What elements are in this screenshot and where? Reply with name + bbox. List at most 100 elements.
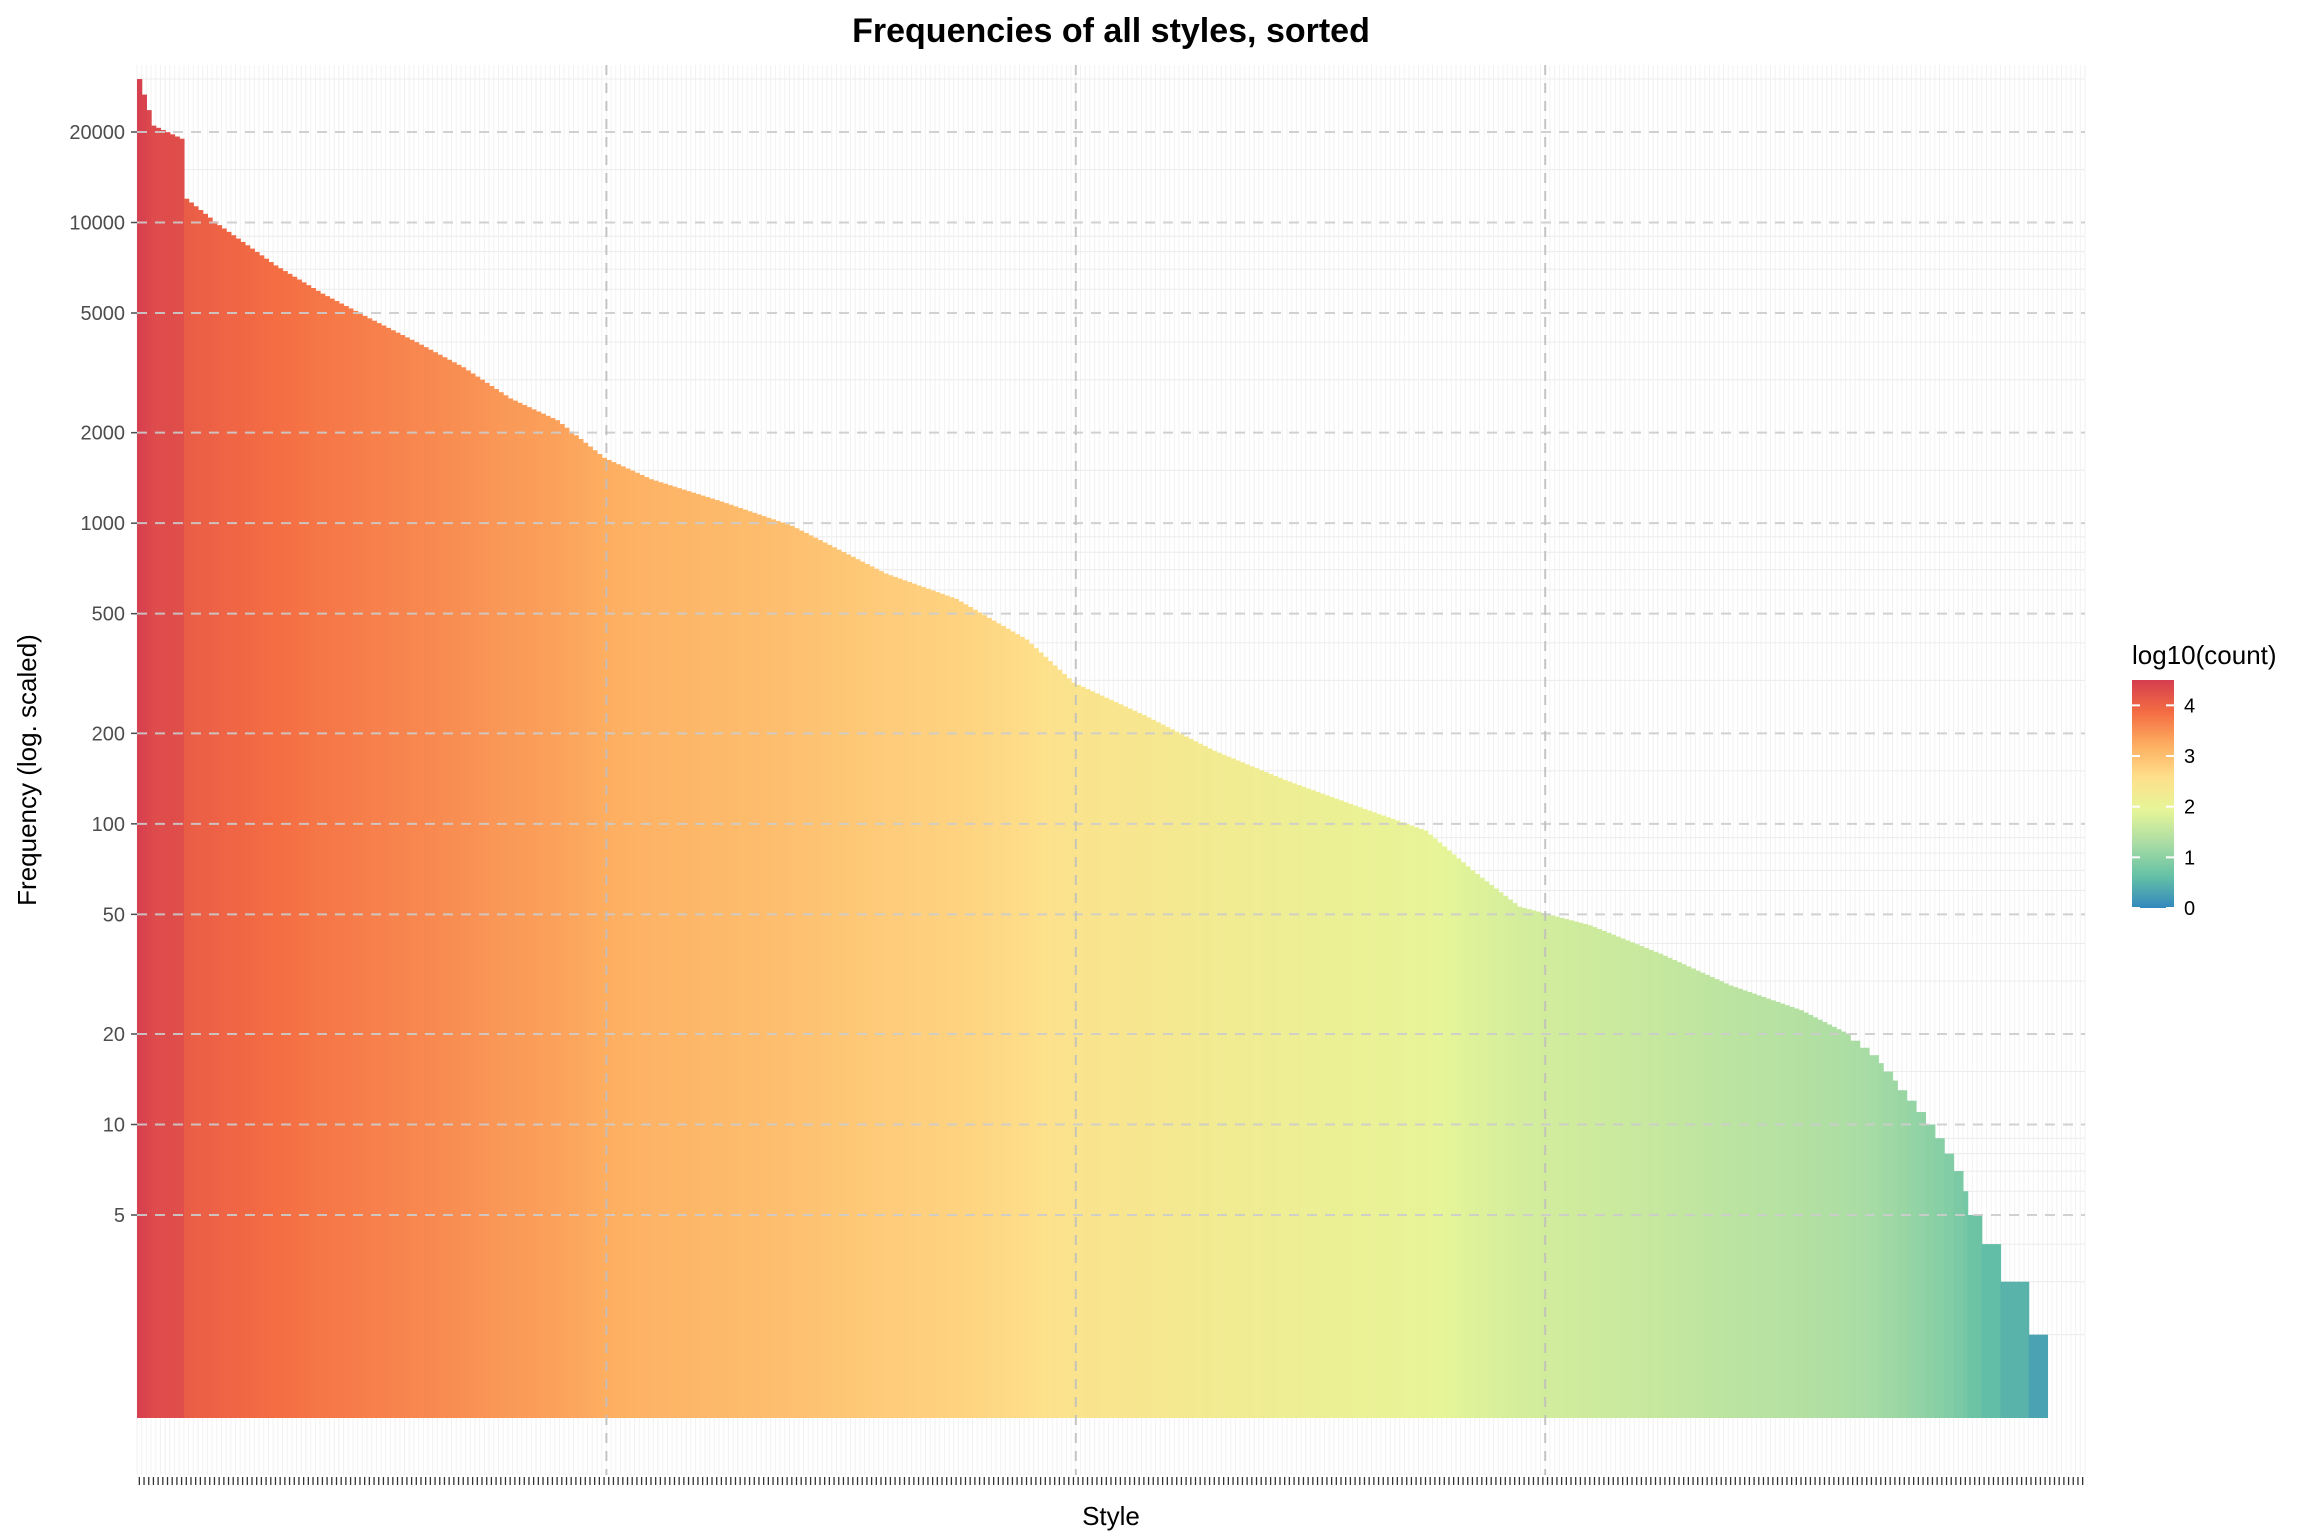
- bar: [1507, 899, 1513, 1418]
- bar: [1380, 815, 1387, 1418]
- bar: [296, 279, 302, 1418]
- bar: [1423, 830, 1429, 1418]
- bar: [230, 235, 237, 1419]
- bar: [597, 454, 603, 1418]
- bar: [484, 382, 490, 1419]
- bar: [1000, 626, 1006, 1418]
- bar: [1014, 634, 1021, 1418]
- bar: [939, 593, 945, 1418]
- legend-ticks: 4 3 2 1 0: [2132, 695, 2195, 920]
- bar: [1831, 1026, 1837, 1418]
- bar: [446, 359, 453, 1418]
- bar: [836, 549, 842, 1418]
- bar: [784, 524, 791, 1418]
- bar: [765, 517, 772, 1418]
- bar: [1258, 770, 1265, 1418]
- bar: [1540, 912, 1546, 1418]
- bar: [1385, 817, 1391, 1418]
- bar: [991, 620, 997, 1418]
- bar: [967, 607, 974, 1418]
- bar: [1676, 962, 1682, 1418]
- bar: [747, 511, 753, 1418]
- y-axis-ticks: 5 10 20 50 100 200 500 1000 2000 5000 10000 20000: [69, 122, 137, 1227]
- bar: [1319, 793, 1326, 1418]
- bar: [1136, 712, 1143, 1418]
- bar: [1282, 779, 1288, 1418]
- bar: [357, 313, 363, 1418]
- bar: [1057, 669, 1063, 1418]
- bar: [1099, 695, 1105, 1418]
- bar: [503, 395, 509, 1418]
- bar: [183, 198, 190, 1419]
- bar: [2019, 1281, 2025, 1418]
- bar: [1277, 777, 1283, 1418]
- bar: [625, 468, 631, 1418]
- bar: [817, 540, 823, 1418]
- bar: [878, 571, 884, 1418]
- bar: [202, 213, 209, 1418]
- bar: [155, 127, 162, 1418]
- bar: [920, 587, 927, 1418]
- bar: [498, 392, 504, 1419]
- bar: [1446, 850, 1452, 1418]
- bar: [521, 404, 528, 1418]
- bar: [1892, 1080, 1898, 1418]
- bar: [1254, 768, 1260, 1418]
- bar: [1714, 979, 1720, 1418]
- bar: [1235, 760, 1241, 1418]
- bar: [1723, 983, 1729, 1418]
- bar: [1944, 1153, 1950, 1418]
- bar: [1362, 808, 1368, 1418]
- bar: [1995, 1244, 2002, 1418]
- bar: [798, 530, 805, 1418]
- bar: [733, 506, 739, 1418]
- bar: [1592, 927, 1598, 1418]
- bar: [1390, 818, 1396, 1418]
- bar: [1033, 648, 1039, 1418]
- bar: [305, 285, 312, 1418]
- bar: [390, 330, 396, 1418]
- bar: [578, 439, 584, 1418]
- bar: [601, 457, 607, 1418]
- bar: [545, 415, 551, 1419]
- bar: [2033, 1334, 2039, 1418]
- bar: [1615, 936, 1621, 1418]
- bar: [151, 125, 157, 1418]
- bar: [1226, 756, 1232, 1418]
- bar: [1024, 639, 1030, 1418]
- bar: [1610, 934, 1617, 1418]
- chart-title: Frequencies of all styles, sorted: [852, 12, 1370, 50]
- bar: [517, 402, 523, 1418]
- bar: [1732, 987, 1739, 1418]
- bar: [1451, 854, 1457, 1418]
- bar: [662, 483, 669, 1418]
- bar: [1080, 686, 1086, 1418]
- bar: [958, 601, 964, 1418]
- bar: [723, 503, 730, 1418]
- bar: [1179, 734, 1185, 1418]
- bar: [1301, 786, 1307, 1418]
- bar: [2023, 1281, 2030, 1418]
- bar: [1967, 1215, 1973, 1418]
- bar: [751, 512, 758, 1418]
- bar: [850, 556, 856, 1418]
- bar: [1662, 955, 1668, 1418]
- bar: [235, 238, 241, 1418]
- bar: [174, 136, 180, 1418]
- bar: [1643, 947, 1650, 1418]
- bar: [1977, 1215, 1983, 1418]
- bar: [1094, 693, 1100, 1418]
- color-legend: log10(count) 4 3 2 1 0: [2132, 640, 2277, 920]
- bar: [1296, 785, 1302, 1418]
- bar: [1671, 960, 1678, 1418]
- bar: [704, 497, 711, 1419]
- bar: [1399, 822, 1405, 1418]
- bar: [437, 354, 443, 1419]
- bar: [1071, 682, 1077, 1418]
- bar: [681, 489, 687, 1418]
- bar: [324, 296, 331, 1418]
- bar: [1704, 974, 1711, 1418]
- bar: [474, 376, 481, 1418]
- bar: [1005, 628, 1011, 1418]
